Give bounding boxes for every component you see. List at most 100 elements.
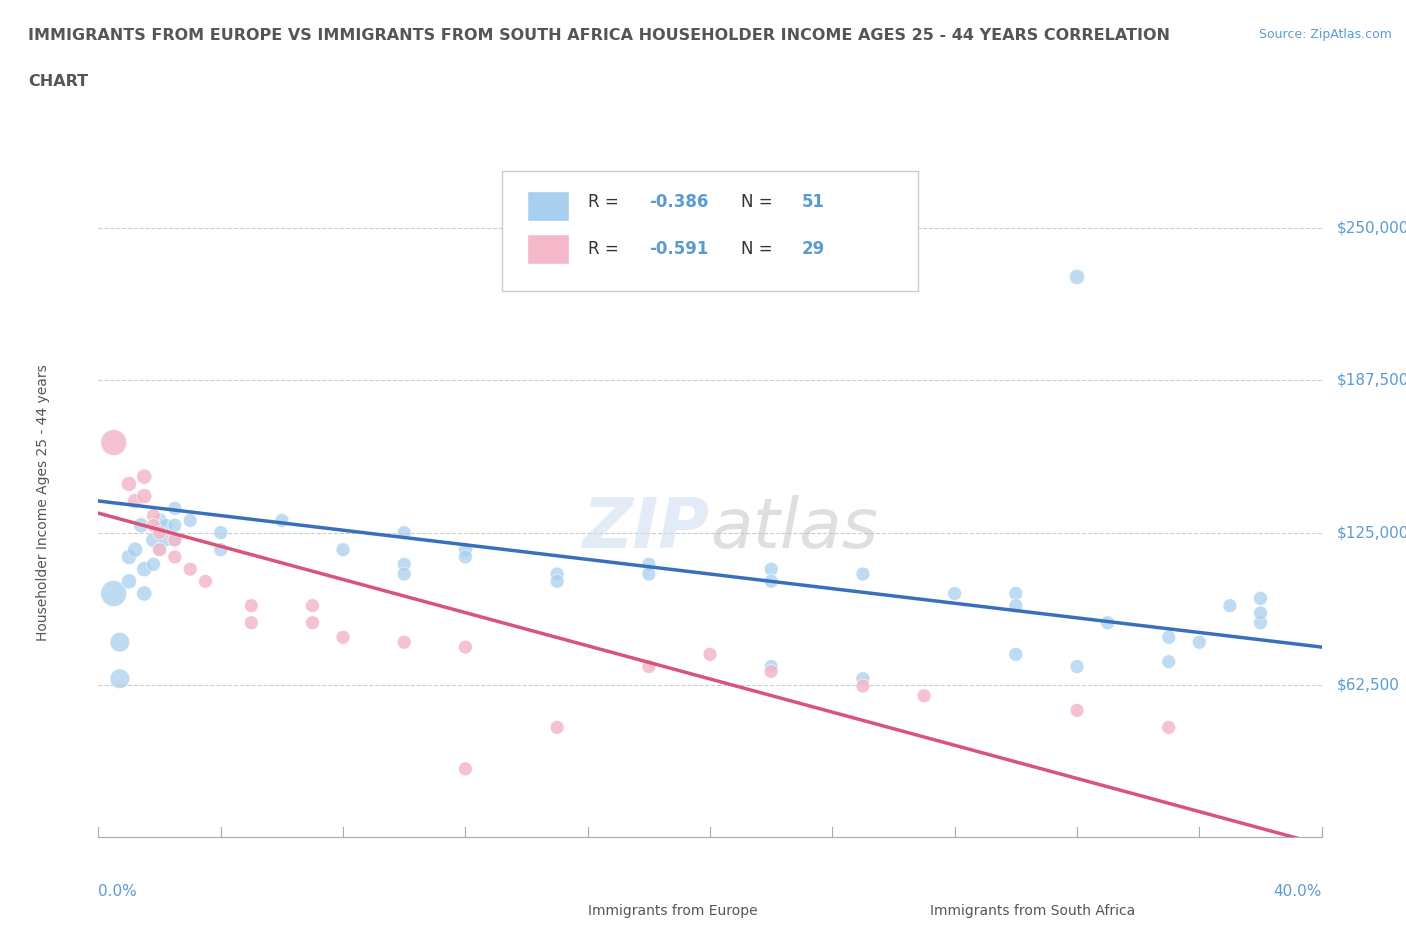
Point	[240, 616, 263, 631]
Point	[124, 494, 146, 509]
Text: 51: 51	[801, 193, 825, 211]
Point	[1066, 703, 1088, 718]
FancyBboxPatch shape	[882, 874, 918, 908]
Point	[118, 574, 141, 589]
Point	[454, 542, 477, 557]
Point	[209, 542, 232, 557]
Point	[454, 550, 477, 565]
Point	[134, 562, 156, 577]
Text: IMMIGRANTS FROM EUROPE VS IMMIGRANTS FROM SOUTH AFRICA HOUSEHOLDER INCOME AGES 2: IMMIGRANTS FROM EUROPE VS IMMIGRANTS FRO…	[28, 28, 1170, 43]
Text: R =: R =	[588, 240, 624, 259]
Point	[912, 688, 935, 703]
Point	[1157, 654, 1180, 669]
FancyBboxPatch shape	[526, 234, 569, 264]
Point	[1188, 635, 1211, 650]
Text: Householder Income Ages 25 - 44 years: Householder Income Ages 25 - 44 years	[37, 364, 51, 641]
Point	[1066, 659, 1088, 674]
Text: -0.386: -0.386	[648, 193, 709, 211]
Text: 29: 29	[801, 240, 825, 259]
Point	[1066, 270, 1088, 285]
Point	[637, 557, 661, 572]
Point	[301, 616, 323, 631]
FancyBboxPatch shape	[526, 191, 569, 221]
FancyBboxPatch shape	[502, 171, 918, 291]
Point	[149, 525, 172, 540]
Point	[1004, 586, 1026, 601]
Text: -0.591: -0.591	[648, 240, 709, 259]
Point	[149, 513, 172, 528]
Point	[103, 435, 125, 450]
Point	[637, 659, 661, 674]
Point	[637, 566, 661, 581]
Point	[163, 533, 186, 548]
Text: N =: N =	[741, 240, 778, 259]
Point	[1249, 616, 1271, 631]
Point	[149, 542, 172, 557]
Point	[142, 508, 165, 523]
Point	[134, 488, 156, 503]
Point	[392, 566, 416, 581]
Point	[163, 533, 186, 548]
Point	[1157, 630, 1180, 644]
Point	[149, 542, 172, 557]
Text: Immigrants from Europe: Immigrants from Europe	[588, 904, 758, 918]
Point	[108, 635, 131, 650]
Point	[1004, 598, 1026, 613]
Point	[118, 476, 141, 491]
Point	[454, 762, 477, 777]
Point	[759, 574, 782, 589]
Point	[332, 630, 354, 644]
Point	[134, 470, 156, 485]
Point	[163, 518, 186, 533]
Point	[179, 513, 201, 528]
Point	[194, 574, 217, 589]
Point	[163, 550, 186, 565]
Text: CHART: CHART	[28, 74, 89, 89]
Text: $187,500: $187,500	[1337, 373, 1406, 388]
Point	[163, 501, 186, 516]
Point	[546, 720, 568, 735]
Point	[134, 586, 156, 601]
Point	[155, 518, 177, 533]
Point	[699, 647, 721, 662]
Point	[118, 550, 141, 565]
Point	[1249, 591, 1271, 605]
Point	[124, 542, 146, 557]
Point	[454, 640, 477, 655]
Point	[103, 586, 125, 601]
FancyBboxPatch shape	[538, 874, 575, 908]
Text: 0.0%: 0.0%	[98, 884, 138, 899]
Point	[392, 635, 416, 650]
Point	[1004, 647, 1026, 662]
Point	[240, 598, 263, 613]
Point	[1219, 598, 1241, 613]
Point	[142, 557, 165, 572]
Text: 40.0%: 40.0%	[1274, 884, 1322, 899]
Point	[759, 562, 782, 577]
Text: $250,000: $250,000	[1337, 220, 1406, 236]
Point	[759, 659, 782, 674]
Text: $62,500: $62,500	[1337, 677, 1400, 692]
Text: R =: R =	[588, 193, 624, 211]
Point	[129, 518, 152, 533]
Point	[943, 586, 966, 601]
Point	[1249, 605, 1271, 620]
Point	[1157, 720, 1180, 735]
Point	[1097, 616, 1119, 631]
Text: Immigrants from South Africa: Immigrants from South Africa	[931, 904, 1136, 918]
Point	[301, 598, 323, 613]
Point	[852, 566, 875, 581]
Point	[142, 518, 165, 533]
Point	[270, 513, 292, 528]
Point	[392, 525, 416, 540]
Text: $125,000: $125,000	[1337, 525, 1406, 540]
Point	[546, 574, 568, 589]
Point	[142, 533, 165, 548]
Text: atlas: atlas	[710, 496, 877, 563]
Text: ZIP: ZIP	[582, 496, 710, 563]
Point	[852, 679, 875, 694]
Point	[392, 557, 416, 572]
Text: Source: ZipAtlas.com: Source: ZipAtlas.com	[1258, 28, 1392, 41]
Point	[108, 671, 131, 686]
Point	[852, 671, 875, 686]
